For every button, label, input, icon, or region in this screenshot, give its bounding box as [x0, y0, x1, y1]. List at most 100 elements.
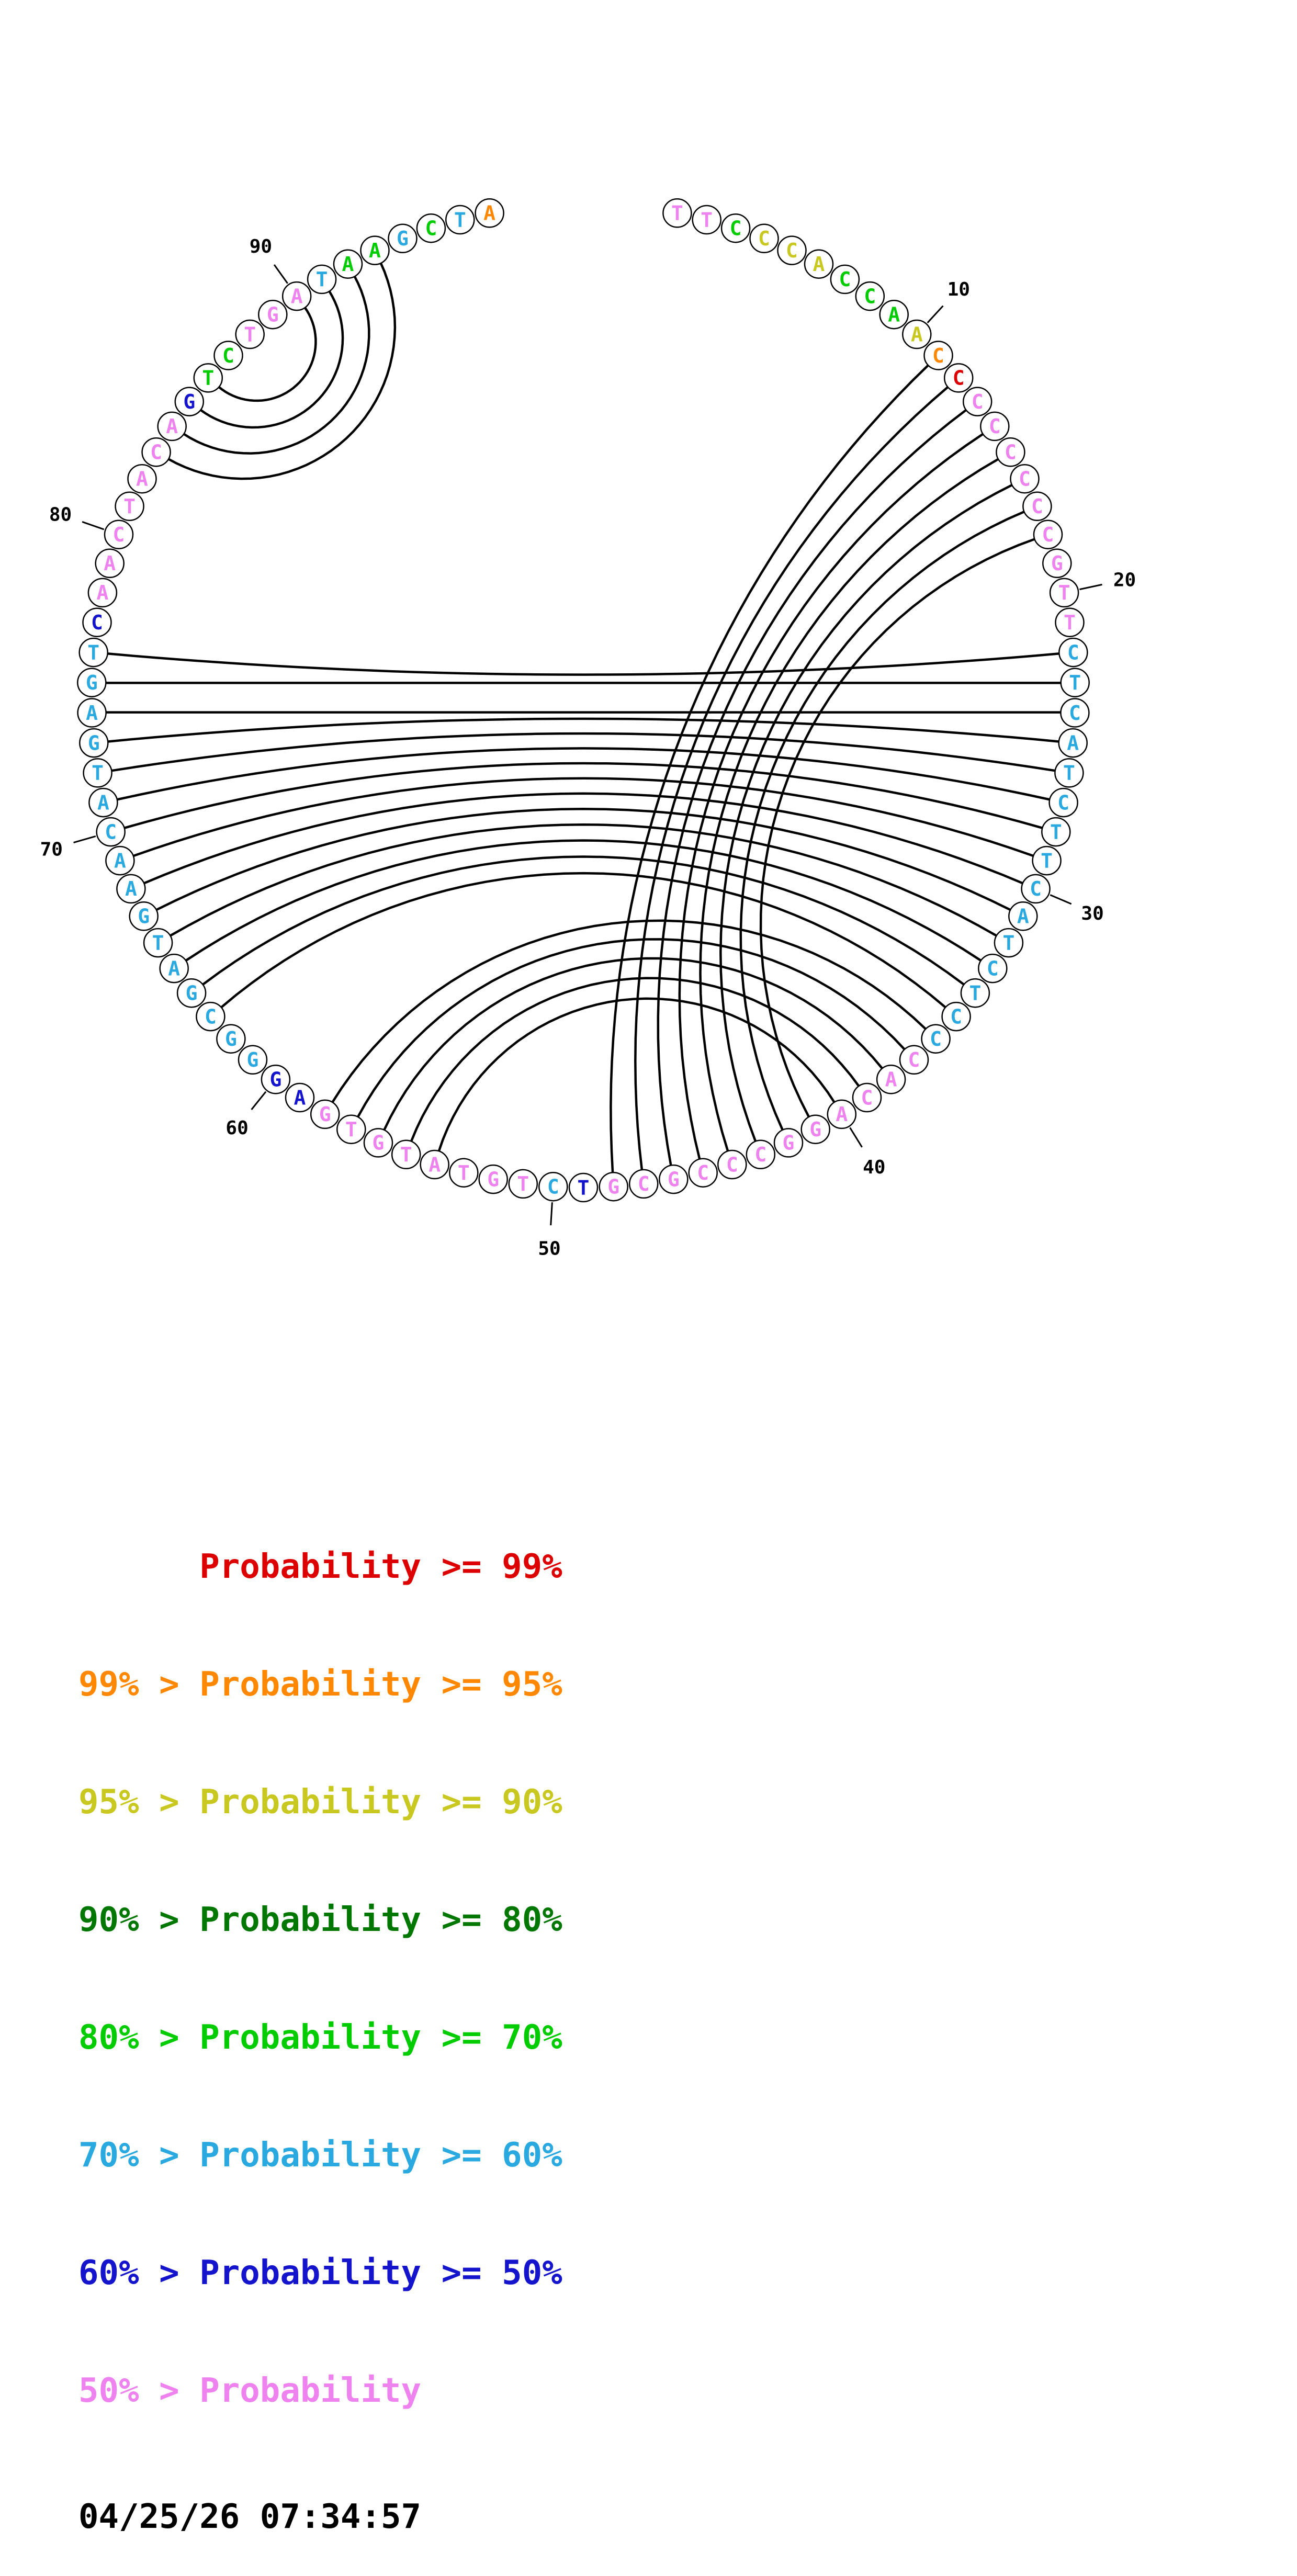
- nucleotide-circle: [261, 1065, 291, 1094]
- tick-line: [1079, 583, 1102, 591]
- nucleotide-letter: G: [1051, 552, 1063, 575]
- nucleotide-letter: G: [373, 1132, 385, 1155]
- nucleotide-circle: [116, 874, 146, 904]
- tick-label: 80: [49, 504, 72, 526]
- nucleotide-circle: [104, 519, 134, 549]
- base-pair-arc: [219, 872, 948, 1009]
- nucleotide-letter: G: [247, 1048, 259, 1071]
- nucleotide-letter: G: [88, 731, 100, 754]
- base-pair-arc: [131, 777, 1035, 857]
- nucleotide-circle: [157, 411, 187, 442]
- nucleotide-circle: [478, 1164, 508, 1194]
- nucleotide-letter: T: [578, 1176, 590, 1199]
- nucleotide-letter: A: [96, 581, 108, 604]
- nucleotide-circle: [746, 1139, 776, 1170]
- nucleotide-circle: [773, 1128, 804, 1158]
- nucleotide-circle: [1049, 578, 1079, 608]
- nucleotide-circle: [1022, 491, 1052, 522]
- nucleotide-letter: C: [205, 1005, 217, 1028]
- base-pair-arc: [759, 537, 1036, 1119]
- nucleotide-circle: [83, 758, 112, 788]
- nucleotide-letter: T: [87, 641, 99, 664]
- nucleotide-circle: [449, 1158, 479, 1188]
- tick-label: 40: [863, 1157, 885, 1178]
- nucleotide-circle: [923, 341, 953, 370]
- tick-line: [550, 1202, 553, 1226]
- base-pair-arc: [382, 957, 884, 1132]
- nucleotide-letter: A: [86, 702, 98, 725]
- nucleotide-circle: [943, 363, 974, 393]
- nucleotide-letter: C: [547, 1176, 559, 1199]
- nucleotide-circle: [568, 1172, 599, 1203]
- nucleotide-circle: [1058, 728, 1088, 758]
- nucleotide-circle: [902, 319, 932, 349]
- nucleotide-circle: [996, 437, 1025, 467]
- nucleotide-letter: A: [888, 303, 900, 326]
- nucleotide-circle: [307, 264, 337, 295]
- nucleotide-circle: [285, 1082, 315, 1113]
- nucleotide-letter: T: [454, 208, 466, 231]
- tick-label: 20: [1113, 570, 1136, 591]
- nucleotide-letter: A: [97, 791, 109, 814]
- base-pair-arc: [199, 289, 344, 429]
- nucleotide-circle: [336, 1114, 366, 1144]
- base-pair-arc: [142, 792, 1024, 885]
- tick-line: [251, 1091, 267, 1110]
- rna-circle-plot: T T C CCACCAACCCCCCCCGTTCTCATCTTCATCTCCCACA…: [40, 198, 1136, 1260]
- nucleotide-letter: A: [1067, 731, 1079, 754]
- nucleotide-letter: C: [987, 957, 999, 980]
- nucleotide-circle: [82, 607, 112, 637]
- base-pair-arc: [331, 919, 928, 1104]
- nucleotide-letter: A: [885, 1068, 897, 1091]
- nucleotide-circle: [79, 728, 109, 758]
- nucleotide-letter: C: [839, 268, 851, 291]
- nucleotide-letter: T: [152, 931, 164, 954]
- nucleotide-circle: [508, 1169, 538, 1199]
- nucleotide-circle: [1042, 548, 1072, 579]
- base-pair-arc: [106, 717, 1061, 743]
- nucleotide-circle: [879, 299, 909, 330]
- nucleotide-circle: [1054, 758, 1084, 788]
- tick-line: [273, 264, 288, 284]
- nucleotide-circle: [1058, 637, 1088, 668]
- legend-line-below50: 50% > Probability: [78, 2371, 422, 2410]
- nucleotide-circle: [88, 787, 118, 818]
- nucleotide-circle: [876, 1065, 906, 1094]
- nucleotide-letter: C: [1069, 702, 1081, 725]
- nucleotide-circle: [720, 213, 751, 243]
- nucleotide-circle: [310, 1099, 340, 1129]
- nucleotide-letter: A: [836, 1103, 848, 1126]
- tick-label: 30: [1081, 903, 1103, 924]
- base-pair-arc: [184, 839, 983, 962]
- nucleotide-letter: A: [428, 1153, 441, 1176]
- nucleotide-letter: G: [186, 982, 198, 1005]
- nucleotide-circle: [77, 668, 107, 697]
- nucleotide-letter: C: [1005, 441, 1017, 464]
- nucleotide-letter: C: [932, 344, 944, 367]
- nucleotide-letter: T: [1058, 581, 1070, 604]
- base-pair-arc: [699, 457, 1000, 1153]
- nucleotide-circle: [1021, 874, 1051, 904]
- nucleotide-letter: A: [483, 202, 495, 225]
- nucleotide-circle: [159, 953, 189, 984]
- nucleotide-circle: [87, 578, 118, 608]
- nucleotide-letter: C: [1067, 641, 1079, 664]
- nucleotide-letter: C: [425, 217, 437, 240]
- legend-line-60: 70% > Probability >= 60%: [78, 2136, 562, 2175]
- nucleotide-circle: [692, 205, 721, 235]
- nucleotide-letter: C: [930, 1027, 942, 1050]
- nucleotide-letter: G: [607, 1176, 619, 1199]
- legend-line-70: 80% > Probability >= 70%: [78, 2018, 562, 2057]
- timestamp: 04/25/26 07:34:57: [78, 2498, 422, 2536]
- tick-label: 50: [538, 1238, 560, 1260]
- nucleotide-letter: C: [989, 415, 1001, 438]
- base-pair-arc: [154, 808, 1012, 911]
- nucleotide-circle: [143, 928, 173, 958]
- nucleotide-circle: [688, 1158, 718, 1188]
- tick-label: 10: [948, 279, 970, 300]
- base-pair-arc: [115, 747, 1052, 801]
- nucleotide-letter: G: [86, 671, 98, 694]
- nucleotide-circle: [196, 1001, 225, 1032]
- nucleotide-circle: [174, 387, 205, 416]
- legend-line-90: 95% > Probability >= 90%: [78, 1783, 562, 1822]
